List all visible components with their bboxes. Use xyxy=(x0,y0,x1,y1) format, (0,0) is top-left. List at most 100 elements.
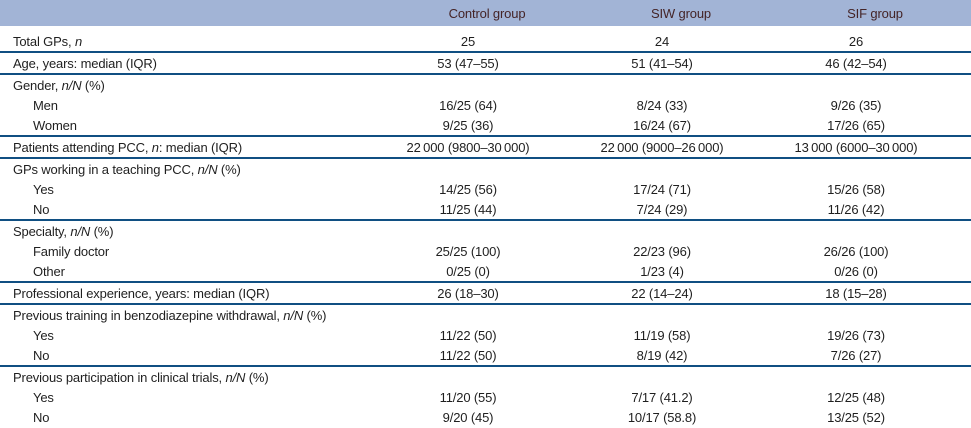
row-label-cell: No xyxy=(0,345,390,367)
value-cell-siw: 17/24 (71) xyxy=(633,181,691,197)
row-label-text: Yes xyxy=(33,181,54,197)
table-row: Yes 11/22 (50) 11/19 (58) 19/26 (73) xyxy=(0,325,971,345)
value-cell-sif: 17/26 (65) xyxy=(778,115,971,137)
row-label-italic: n xyxy=(151,139,159,155)
row-label-text: (%) xyxy=(303,307,327,323)
row-label-cell: Men xyxy=(0,95,390,115)
value-cell-control: 16/25 (64) xyxy=(439,97,497,113)
value-cell-sif: 0/26 (0) xyxy=(778,261,971,283)
row-label-cell: GPs working in a teaching PCC, n/N (%) xyxy=(0,158,390,179)
value-cell-siw: 22/23 (96) xyxy=(633,243,691,259)
value-cell-siw xyxy=(584,304,778,325)
row-label-text: Previous participation in clinical trial… xyxy=(13,369,226,385)
row-label-cell: No xyxy=(0,199,390,221)
value-cell-siw: 8/19 (42) xyxy=(584,345,778,367)
table-row: Women 9/25 (36) 16/24 (67) 17/26 (65) xyxy=(0,115,971,137)
row-label-text: (%) xyxy=(81,77,105,93)
value-cell-siw: 51 (41–54) xyxy=(584,52,778,75)
row-label-cell: Specialty, n/N (%) xyxy=(0,220,390,241)
value-cell-siw: 11/19 (58) xyxy=(633,327,691,343)
value-cell-sif xyxy=(778,304,971,325)
value-cell-sif xyxy=(778,366,971,387)
value-cell-siw: 7/17 (41.2) xyxy=(631,389,693,405)
row-label-text: Women xyxy=(33,117,77,133)
row-label-text: Other xyxy=(33,263,65,279)
value-cell-siw: 16/24 (67) xyxy=(584,115,778,137)
value-cell-control: 26 (18–30) xyxy=(390,282,584,305)
column-header-sif-group: SIF group xyxy=(778,0,971,26)
table-row: Family doctor 25/25 (100) 22/23 (96) 26/26 … xyxy=(0,241,971,261)
value-cell-sif xyxy=(778,220,971,241)
row-label-cell: Patients attending PCC, n: median (IQR) xyxy=(0,136,390,159)
value-cell-control xyxy=(390,220,584,241)
row-label-text: No xyxy=(33,347,50,363)
value-cell-control: 25 xyxy=(390,26,584,53)
value-cell-sif: 12/25 (48) xyxy=(827,389,885,405)
value-cell-siw xyxy=(584,366,778,387)
value-cell-sif: 11/26 (42) xyxy=(778,199,971,221)
value-cell-siw: 1/23 (4) xyxy=(584,261,778,283)
row-label-text: Total GPs, xyxy=(13,33,75,49)
value-cell-control: 25/25 (100) xyxy=(435,243,501,259)
row-label-cell: Yes xyxy=(0,325,390,345)
table-body: Total GPs, n 25 24 26 Age, years: median (IQ… xyxy=(0,26,971,427)
row-label-italic: n/N xyxy=(61,77,82,93)
value-cell-control xyxy=(390,74,584,95)
table-header: Control group SIW group SIF group xyxy=(0,0,971,26)
value-cell-siw: 7/24 (29) xyxy=(584,199,778,221)
row-label-cell: Gender, n/N (%) xyxy=(0,74,390,95)
value-cell-control xyxy=(390,158,584,179)
row-label-text: Patients attending PCC, xyxy=(13,139,152,155)
row-label-text: Men xyxy=(33,97,58,113)
row-label-cell: Family doctor xyxy=(0,241,390,261)
row-label-text: GPs working in a teaching PCC, xyxy=(13,161,198,177)
value-cell-siw: 10/17 (58.8) xyxy=(627,409,697,425)
row-label-text: : median (IQR) xyxy=(158,139,243,155)
row-label-italic: n/N xyxy=(283,307,304,323)
row-label-text: Previous training in benzodiazepine with… xyxy=(13,307,284,323)
value-cell-control: 22 000 (9800–30 000) xyxy=(390,136,584,159)
table-row: Professional experience, years: median (… xyxy=(0,282,971,305)
row-label-text: No xyxy=(33,409,50,425)
column-header-siw-group: SIW group xyxy=(584,0,778,26)
value-cell-sif: 19/26 (73) xyxy=(827,327,885,343)
table-row: Age, years: median (IQR) 53 (47–55) 51 (41… xyxy=(0,52,971,75)
value-cell-siw: 22 000 (9000–26 000) xyxy=(584,136,778,159)
row-label-italic: n xyxy=(74,33,83,49)
table-row: Specialty, n/N (%) xyxy=(0,220,971,241)
row-label-italic: n/N xyxy=(70,223,91,239)
value-cell-control: 9/20 (45) xyxy=(442,409,494,425)
row-label-text: (%) xyxy=(217,161,241,177)
value-cell-siw xyxy=(584,74,778,95)
row-label-text: Family doctor xyxy=(33,243,110,259)
value-cell-sif: 26/26 (100) xyxy=(823,243,889,259)
table-row: GPs working in a teaching PCC, n/N (%) xyxy=(0,158,971,179)
row-label-italic: n/N xyxy=(225,369,246,385)
value-cell-siw: 8/24 (33) xyxy=(636,97,688,113)
row-label-cell: Yes xyxy=(0,387,390,407)
column-header-empty xyxy=(0,0,390,26)
row-label-cell: Yes xyxy=(0,179,390,199)
row-label-italic: n/N xyxy=(197,161,218,177)
value-cell-control: 0/25 (0) xyxy=(390,261,584,283)
value-cell-siw xyxy=(584,220,778,241)
value-cell-control: 11/22 (50) xyxy=(390,345,584,367)
value-cell-siw: 22 (14–24) xyxy=(584,282,778,305)
table-row: Other 0/25 (0) 1/23 (4) 0/26 (0) xyxy=(0,261,971,283)
value-cell-sif: 18 (15–28) xyxy=(778,282,971,305)
table-row: No 11/22 (50) 8/19 (42) 7/26 (27) xyxy=(0,345,971,367)
row-label-text: Gender, xyxy=(13,77,62,93)
value-cell-control xyxy=(390,366,584,387)
row-label-text: (%) xyxy=(90,223,114,239)
value-cell-sif: 46 (42–54) xyxy=(778,52,971,75)
value-cell-sif: 13/25 (52) xyxy=(827,409,885,425)
row-label-text: Yes xyxy=(33,327,54,343)
row-label-cell: Previous participation in clinical trial… xyxy=(0,366,390,387)
row-label-cell: Women xyxy=(0,115,390,137)
table-row: Yes 14/25 (56) 17/24 (71) 15/26 (58) xyxy=(0,179,971,199)
row-label-cell: Professional experience, years: median (… xyxy=(0,282,390,305)
row-label-cell: Age, years: median (IQR) xyxy=(0,52,390,75)
table-row: Gender, n/N (%) xyxy=(0,74,971,95)
value-cell-sif: 9/26 (35) xyxy=(830,97,882,113)
table-row: No 11/25 (44) 7/24 (29) 11/26 (42) xyxy=(0,199,971,221)
